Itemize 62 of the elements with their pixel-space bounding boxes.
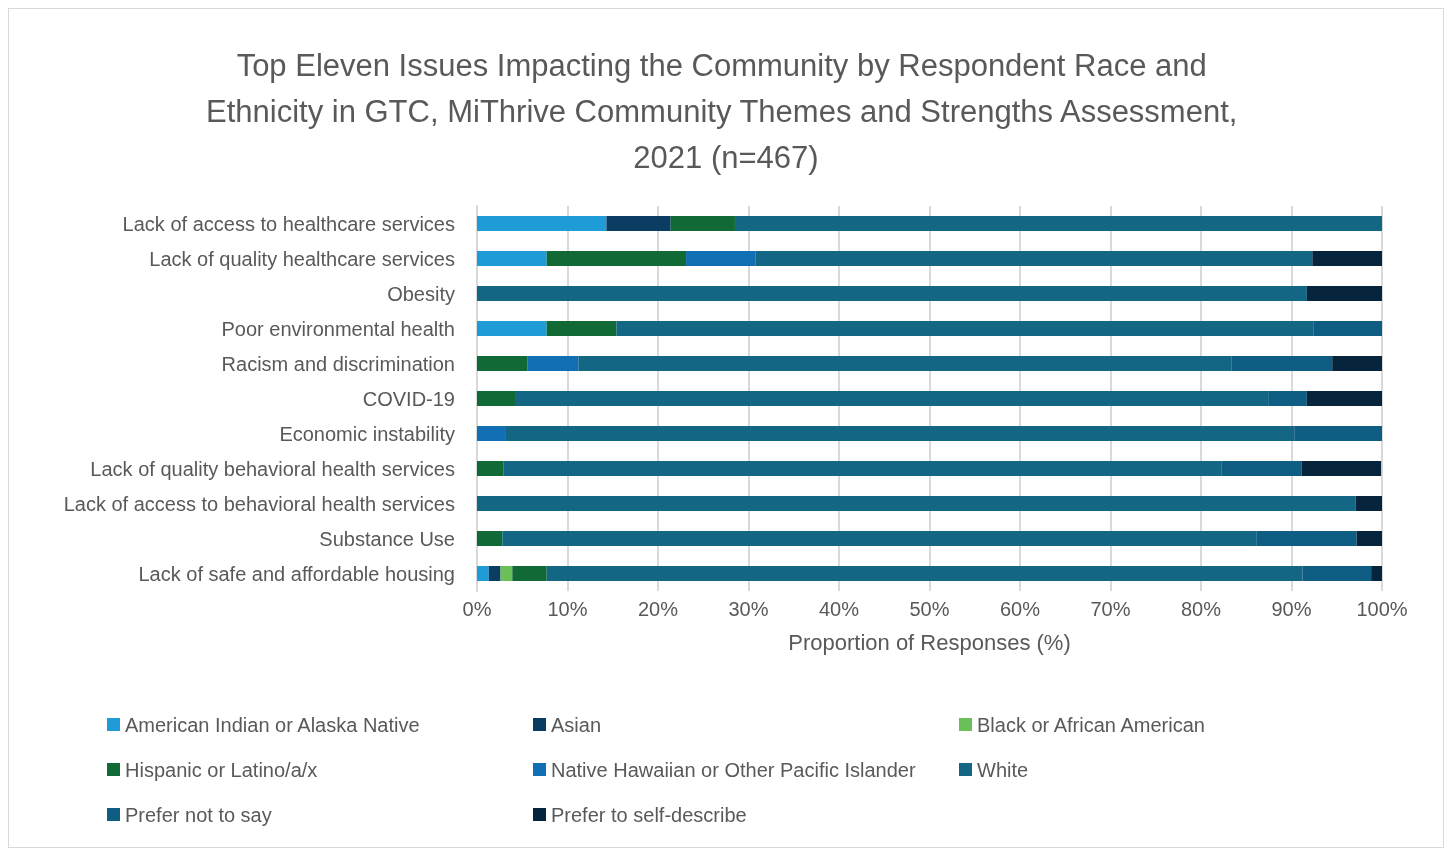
x-tick-label: 50% — [909, 598, 950, 620]
x-tick-label: 40% — [818, 598, 860, 620]
y-tick-label: Lack of access to healthcare services — [122, 212, 455, 235]
legend-label: Black or African American — [977, 713, 1205, 736]
x-tick-label: 60% — [999, 598, 1041, 620]
legend-label: Native Hawaiian or Other Pacific Islander — [551, 758, 916, 781]
bar — [527, 356, 579, 371]
legend-label: American Indian or Alaska Native — [125, 713, 420, 736]
x-tick-label: 70% — [1090, 598, 1131, 620]
legend-label: Asian — [551, 713, 602, 736]
y-tick-label: Economic instability — [279, 422, 455, 445]
x-tick-label: 80% — [1180, 598, 1222, 620]
bar — [477, 496, 1356, 511]
x-tick-label: 100% — [1356, 598, 1408, 620]
bar — [500, 566, 513, 581]
bar — [606, 216, 671, 231]
legend-label: Prefer not to say — [125, 803, 272, 826]
bar — [512, 566, 547, 581]
bar — [477, 321, 547, 336]
y-tick-label: Substance Use — [319, 527, 455, 550]
bar — [1356, 531, 1382, 546]
bar — [477, 251, 547, 266]
bar — [546, 251, 687, 266]
y-tick-label: Obesity — [387, 282, 455, 305]
bar — [477, 461, 504, 476]
legend-label: Hispanic or Latino/a/x — [125, 758, 318, 781]
y-tick-label: Poor environmental health — [221, 317, 455, 340]
x-tick-label: 90% — [1271, 598, 1312, 620]
bar — [686, 251, 756, 266]
y-tick-label: Lack of quality healthcare services — [149, 247, 455, 270]
x-axis-title: Proportion of Responses (%) — [788, 629, 1071, 655]
bar — [477, 286, 1307, 301]
bar — [1332, 356, 1382, 371]
chart-title: Top Eleven Issues Impacting the Community by Respondent Race and Ethnicity in GTC, MiThrive Community Themes and Strengths Assessment, 2021 (n=467) — [205, 47, 1247, 175]
y-tick-label: COVID-19 — [362, 387, 455, 410]
bar — [546, 321, 617, 336]
bar — [477, 426, 506, 441]
y-tick-label: Lack of quality behavioral health services — [90, 457, 455, 480]
x-tick-label: 0% — [462, 598, 492, 620]
bar — [1306, 391, 1382, 406]
bar — [670, 216, 735, 231]
x-tick-label: 10% — [547, 598, 588, 620]
legend-label: White — [977, 758, 1029, 781]
x-tick-label: 30% — [728, 598, 769, 620]
bar — [1371, 566, 1382, 581]
bar — [1312, 251, 1382, 266]
y-tick-label: Lack of safe and affordable housing — [138, 562, 455, 585]
bar — [734, 216, 1382, 231]
x-tick-label: 20% — [637, 598, 679, 620]
bar — [477, 566, 489, 581]
bar — [477, 216, 607, 231]
bar — [1355, 496, 1382, 511]
y-tick-label: Racism and discrimination — [221, 352, 455, 375]
bar — [488, 566, 501, 581]
y-tick-label: Lack of access to behavioral health services — [63, 492, 455, 515]
bar — [477, 531, 503, 546]
bar — [477, 391, 516, 406]
bar — [1301, 461, 1382, 476]
legend-label: Prefer to self-describe — [551, 803, 747, 826]
bar — [477, 356, 528, 371]
bar — [755, 251, 1313, 266]
bar — [1306, 286, 1382, 301]
